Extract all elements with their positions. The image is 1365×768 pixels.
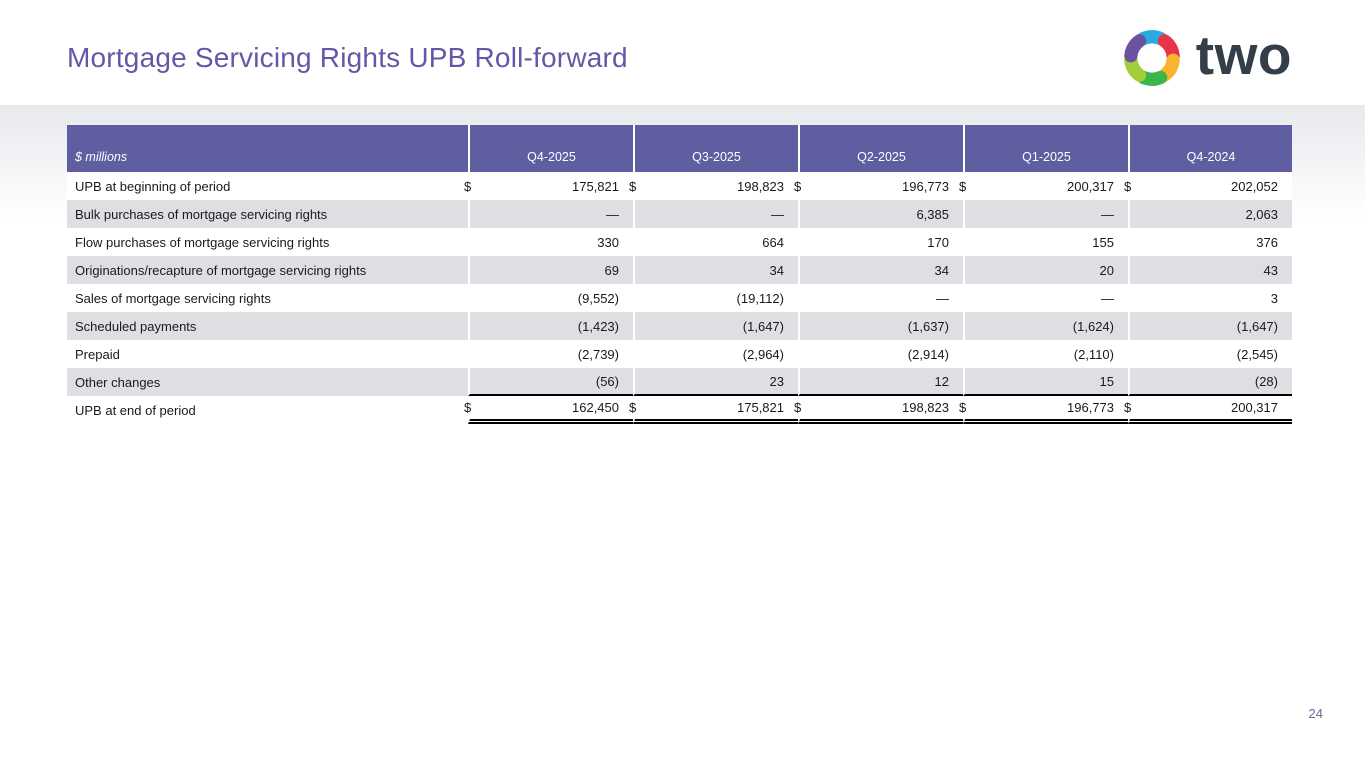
row-label: Scheduled payments	[67, 312, 468, 340]
currency-symbol: $	[629, 400, 637, 415]
cell-value: 196,773	[902, 178, 949, 194]
value-cell: 155	[963, 228, 1128, 256]
unit-label: $ millions	[67, 125, 468, 172]
value-cell: $198,823	[794, 396, 963, 424]
value-cell: (2,914)	[798, 340, 963, 368]
cell-value: 198,823	[902, 400, 949, 415]
value-cell: 3	[1128, 284, 1292, 312]
value-cell: 2,063	[1128, 200, 1292, 228]
value-cell: (28)	[1128, 368, 1292, 396]
value-cell: $196,773	[794, 172, 963, 200]
value-cell: —	[633, 200, 798, 228]
table-row: Sales of mortgage servicing rights (9,552…	[67, 284, 1292, 312]
value-cell: (56)	[468, 368, 633, 396]
value-cell: (1,637)	[798, 312, 963, 340]
value-cell: 34	[633, 256, 798, 284]
value-cell: (1,423)	[468, 312, 633, 340]
row-label: Prepaid	[67, 340, 468, 368]
value-cell: (19,112)	[633, 284, 798, 312]
cell-value: 198,823	[737, 178, 784, 194]
value-cell: —	[798, 284, 963, 312]
table-row: Other changes (56) 23 12 15 (28)	[67, 368, 1292, 396]
value-cell: —	[963, 284, 1128, 312]
value-cell: 20	[963, 256, 1128, 284]
table-row: UPB at beginning of period $175,821 $198,8…	[67, 172, 1292, 200]
row-label: Bulk purchases of mortgage servicing rig…	[67, 200, 468, 228]
company-logo: two	[1118, 22, 1292, 94]
value-cell: 43	[1128, 256, 1292, 284]
currency-symbol: $	[629, 178, 637, 194]
value-cell: (1,647)	[633, 312, 798, 340]
value-cell: 6,385	[798, 200, 963, 228]
cell-value: 175,821	[737, 400, 784, 415]
currency-symbol: $	[794, 178, 802, 194]
value-cell: (1,624)	[963, 312, 1128, 340]
value-cell: (2,110)	[963, 340, 1128, 368]
row-label: Sales of mortgage servicing rights	[67, 284, 468, 312]
table-header-row: $ millions Q4-2025 Q3-2025 Q2-2025 Q1-2025 Q4…	[67, 125, 1292, 172]
value-cell: —	[963, 200, 1128, 228]
value-cell: 664	[633, 228, 798, 256]
value-cell: (1,647)	[1128, 312, 1292, 340]
value-cell: 23	[633, 368, 798, 396]
value-cell: $175,821	[629, 396, 798, 424]
value-cell: 330	[468, 228, 633, 256]
row-label: UPB at end of period	[67, 396, 468, 424]
currency-symbol: $	[1124, 178, 1132, 194]
row-label: Other changes	[67, 368, 468, 396]
value-cell: —	[468, 200, 633, 228]
row-label: UPB at beginning of period	[67, 172, 468, 200]
column-header: Q1-2025	[963, 125, 1128, 172]
table-row: Originations/recapture of mortgage servi…	[67, 256, 1292, 284]
logo-pinwheel-icon	[1124, 30, 1180, 86]
currency-symbol: $	[464, 178, 472, 194]
value-cell: $200,317	[1124, 396, 1292, 424]
value-cell: $202,052	[1124, 172, 1292, 200]
cell-value: 200,317	[1067, 178, 1114, 194]
value-cell: $196,773	[959, 396, 1128, 424]
row-label: Originations/recapture of mortgage servi…	[67, 256, 468, 284]
row-label: Flow purchases of mortgage servicing rig…	[67, 228, 468, 256]
value-cell: 15	[963, 368, 1128, 396]
cell-value: 200,317	[1231, 400, 1278, 415]
value-cell: $162,450	[464, 396, 633, 424]
cell-value: 162,450	[572, 400, 619, 415]
upb-rollforward-table: $ millions Q4-2025 Q3-2025 Q2-2025 Q1-2025 Q4…	[67, 125, 1292, 424]
currency-symbol: $	[959, 178, 967, 194]
value-cell: 170	[798, 228, 963, 256]
table-row: Scheduled payments (1,423) (1,647) (1,637)(…	[67, 312, 1292, 340]
value-cell: (9,552)	[468, 284, 633, 312]
value-cell: (2,739)	[468, 340, 633, 368]
currency-symbol: $	[959, 400, 967, 415]
cell-value: 196,773	[1067, 400, 1114, 415]
column-header: Q4-2025	[468, 125, 633, 172]
value-cell: 12	[798, 368, 963, 396]
value-cell: 376	[1128, 228, 1292, 256]
table-row: Flow purchases of mortgage servicing rig…	[67, 228, 1292, 256]
cell-value: 202,052	[1231, 178, 1278, 194]
column-header: Q4-2024	[1128, 125, 1292, 172]
currency-symbol: $	[1124, 400, 1132, 415]
value-cell: $200,317	[959, 172, 1128, 200]
logo-wordmark: two	[1195, 23, 1292, 86]
table-row: UPB at end of period $162,450 $175,821 $198…	[67, 396, 1292, 424]
column-header: Q2-2025	[798, 125, 963, 172]
value-cell: 69	[468, 256, 633, 284]
value-cell: $198,823	[629, 172, 798, 200]
currency-symbol: $	[464, 400, 472, 415]
value-cell: (2,545)	[1128, 340, 1292, 368]
page-number: 24	[1308, 706, 1323, 721]
cell-value: 175,821	[572, 178, 619, 194]
table-row: Prepaid (2,739) (2,964) (2,914) (2,110) (2,54…	[67, 340, 1292, 368]
value-cell: 34	[798, 256, 963, 284]
currency-symbol: $	[794, 400, 802, 415]
value-cell: $175,821	[464, 172, 633, 200]
column-header: Q3-2025	[633, 125, 798, 172]
value-cell: (2,964)	[633, 340, 798, 368]
table-row: Bulk purchases of mortgage servicing rig…	[67, 200, 1292, 228]
page-title: Mortgage Servicing Rights UPB Roll-forwa…	[67, 42, 628, 73]
